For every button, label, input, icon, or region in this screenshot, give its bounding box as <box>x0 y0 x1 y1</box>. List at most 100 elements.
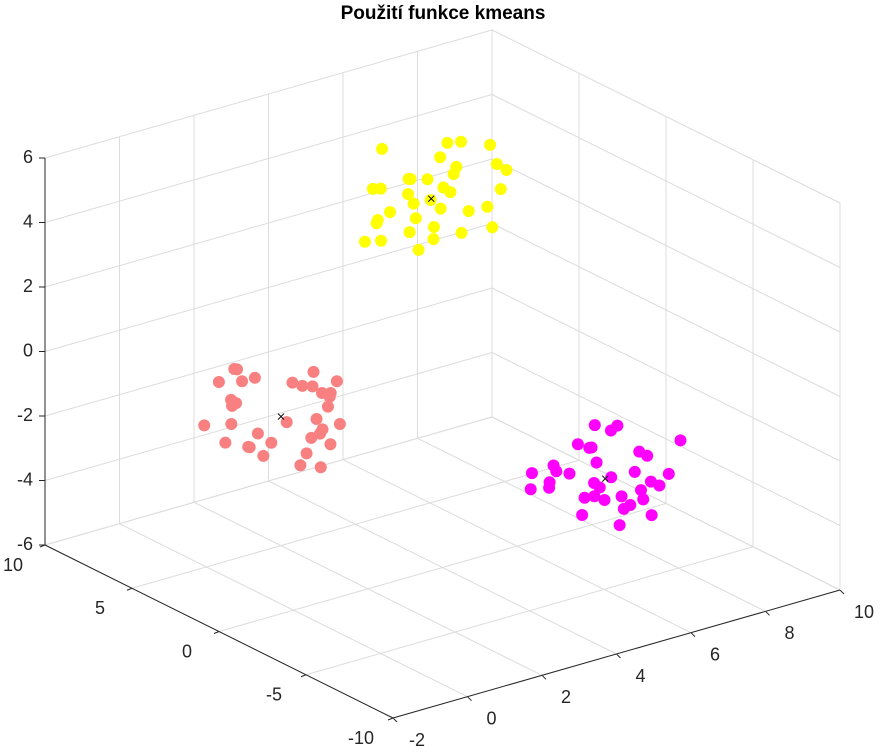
z-tick-label: -6 <box>17 534 33 554</box>
point <box>412 243 425 256</box>
z-tick-label: 0 <box>23 340 33 360</box>
point <box>637 493 650 506</box>
point <box>403 226 416 239</box>
grid-line <box>491 223 841 397</box>
point <box>494 183 507 196</box>
point <box>225 417 238 430</box>
point <box>524 483 537 496</box>
point <box>578 491 591 504</box>
tick-mark <box>690 632 696 638</box>
point <box>358 235 371 248</box>
x-tick-label: 8 <box>784 623 794 643</box>
point <box>242 440 255 453</box>
point <box>316 423 329 436</box>
grid-line <box>491 158 841 333</box>
centroid <box>601 475 609 483</box>
tick-mark <box>392 717 398 723</box>
z-tick-label: 6 <box>23 147 33 167</box>
point <box>296 379 309 392</box>
y-tick-label: -5 <box>266 685 282 705</box>
point <box>376 142 389 155</box>
grid-line <box>44 416 493 546</box>
grid-line <box>305 546 754 676</box>
z-tick-label: -2 <box>17 405 33 425</box>
centroid <box>277 413 285 420</box>
point <box>588 419 601 432</box>
point <box>323 390 336 403</box>
point <box>486 221 499 234</box>
tick-mark <box>616 653 621 659</box>
point <box>407 197 420 210</box>
point <box>588 490 601 503</box>
point <box>434 151 447 164</box>
point <box>404 173 417 186</box>
point <box>624 498 637 511</box>
point <box>307 365 320 378</box>
point <box>370 217 383 230</box>
point <box>481 200 494 213</box>
point <box>583 441 596 454</box>
z-tick-label: -4 <box>17 469 33 489</box>
point <box>613 519 626 532</box>
z-tick-label: 4 <box>23 211 33 231</box>
y-tick-label: 10 <box>3 555 23 575</box>
grid-line <box>44 352 493 481</box>
point <box>294 459 307 472</box>
point <box>674 434 687 447</box>
point <box>427 233 440 246</box>
grid-line <box>491 287 841 462</box>
grid-line <box>44 29 493 159</box>
point <box>305 431 318 444</box>
point <box>333 418 346 431</box>
tick-mark <box>467 696 472 702</box>
point <box>437 181 450 194</box>
point <box>598 493 611 506</box>
point <box>306 380 319 393</box>
point <box>383 206 396 219</box>
point <box>571 438 584 451</box>
point <box>286 376 299 389</box>
point <box>300 447 313 460</box>
point <box>265 436 278 449</box>
tick-mark <box>126 587 133 591</box>
point <box>590 456 603 469</box>
point <box>427 221 440 234</box>
point <box>198 419 211 432</box>
point <box>604 424 617 437</box>
grid-line <box>44 158 493 288</box>
point <box>212 376 225 389</box>
point <box>375 234 388 247</box>
grid-line <box>491 29 841 204</box>
point <box>641 449 654 462</box>
grid-line <box>491 352 841 526</box>
point <box>409 212 422 225</box>
point <box>324 438 337 451</box>
point <box>225 393 238 406</box>
point <box>490 158 503 171</box>
point <box>563 467 576 480</box>
point <box>500 164 513 177</box>
point <box>219 436 232 449</box>
point <box>484 138 497 151</box>
point <box>248 371 261 384</box>
y-tick-label: 5 <box>95 598 105 618</box>
x-tick-label: 6 <box>710 644 720 664</box>
point <box>462 205 475 218</box>
grid-line <box>218 503 667 632</box>
x-axis <box>392 589 841 719</box>
point <box>662 467 675 480</box>
point <box>424 193 437 206</box>
z-tick-label: 2 <box>23 276 33 296</box>
point <box>321 400 334 413</box>
chart-title: Použití funkce kmeans <box>341 3 546 24</box>
point <box>605 471 618 484</box>
point <box>455 226 468 239</box>
grid-line <box>44 94 493 223</box>
x-tick-label: 2 <box>561 687 571 707</box>
point <box>314 461 327 474</box>
tick-mark <box>541 674 547 680</box>
point <box>231 363 244 376</box>
point <box>257 449 270 462</box>
point <box>547 459 560 472</box>
point <box>525 467 538 480</box>
